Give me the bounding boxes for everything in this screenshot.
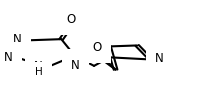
Text: N: N (4, 51, 13, 64)
Text: O: O (66, 13, 75, 26)
Text: N: N (34, 60, 43, 73)
Text: H: H (35, 67, 43, 77)
Text: N: N (13, 33, 21, 46)
Text: N: N (154, 52, 163, 65)
Text: O: O (92, 41, 101, 54)
Text: N: N (71, 58, 80, 72)
